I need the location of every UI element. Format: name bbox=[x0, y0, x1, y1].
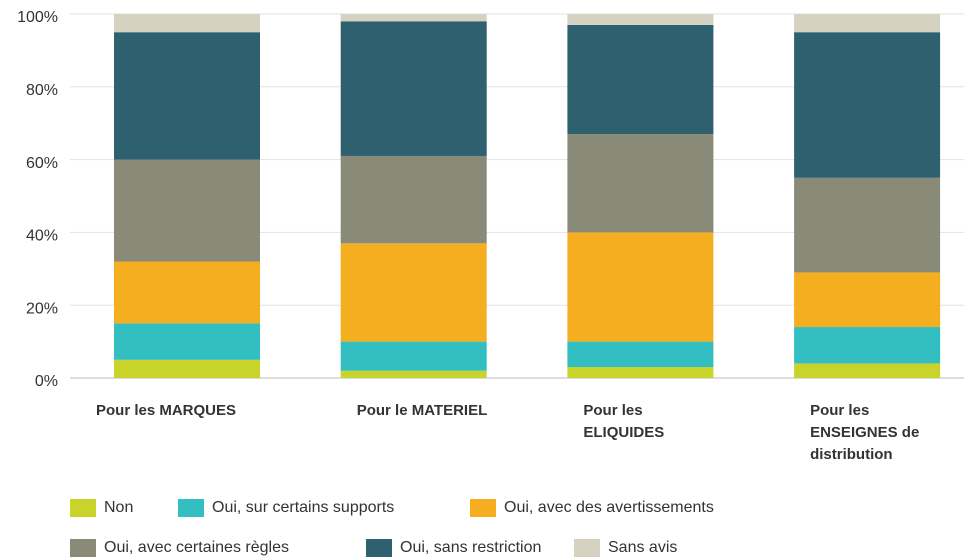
legend-swatch bbox=[470, 499, 496, 517]
bar-segment bbox=[114, 323, 260, 360]
y-tick-label: 60% bbox=[26, 155, 58, 172]
bar-segment bbox=[340, 370, 487, 378]
bar-segment bbox=[794, 32, 941, 178]
legend-swatch bbox=[366, 539, 392, 557]
bar-segment bbox=[114, 14, 260, 33]
bar-segment bbox=[567, 14, 714, 25]
legend-label: Oui, sur certains supports bbox=[212, 499, 394, 516]
y-tick-label: 20% bbox=[26, 300, 58, 317]
bar-segment bbox=[794, 327, 941, 364]
x-tick-label: Pour le MATERIEL bbox=[356, 402, 488, 419]
y-tick-label: 80% bbox=[26, 82, 58, 99]
bar-segment bbox=[340, 243, 487, 342]
bar-segment bbox=[567, 134, 714, 233]
bar-segment bbox=[567, 367, 714, 378]
x-tick-label: Pour les ENSEIGNES de distribution bbox=[810, 402, 920, 463]
bar-segment bbox=[114, 159, 260, 262]
bar-segment bbox=[114, 359, 260, 378]
bar-segment bbox=[567, 232, 714, 342]
y-tick-label: 100% bbox=[17, 9, 58, 26]
bar-segment bbox=[794, 14, 941, 33]
x-tick-label: Pour les MARQUES bbox=[96, 402, 237, 419]
bar-segment bbox=[340, 155, 487, 244]
y-tick-label: 40% bbox=[26, 228, 58, 245]
legend-swatch bbox=[574, 539, 600, 557]
legend-label: Oui, avec des avertissements bbox=[504, 499, 714, 516]
legend-label: Oui, avec certaines règles bbox=[104, 539, 289, 556]
bar-segment bbox=[794, 272, 941, 328]
bar-segment bbox=[114, 32, 260, 160]
legend-label: Non bbox=[104, 499, 133, 516]
bar-segment bbox=[340, 21, 487, 156]
bar-segment bbox=[567, 341, 714, 368]
bar-segment bbox=[340, 14, 487, 22]
legend-swatch bbox=[70, 539, 96, 557]
bar-segment bbox=[567, 24, 714, 135]
bar-segment bbox=[794, 177, 941, 273]
legend-label: Oui, sans restriction bbox=[400, 539, 541, 556]
x-tick-label: Pour les ELIQUIDES bbox=[583, 402, 665, 441]
bar-segment bbox=[114, 261, 260, 324]
legend-swatch bbox=[70, 499, 96, 517]
bar-segment bbox=[340, 341, 487, 371]
legend-swatch bbox=[178, 499, 204, 517]
bar-segment bbox=[794, 363, 941, 378]
y-tick-label: 0% bbox=[35, 373, 58, 390]
legend-label: Sans avis bbox=[608, 539, 677, 556]
